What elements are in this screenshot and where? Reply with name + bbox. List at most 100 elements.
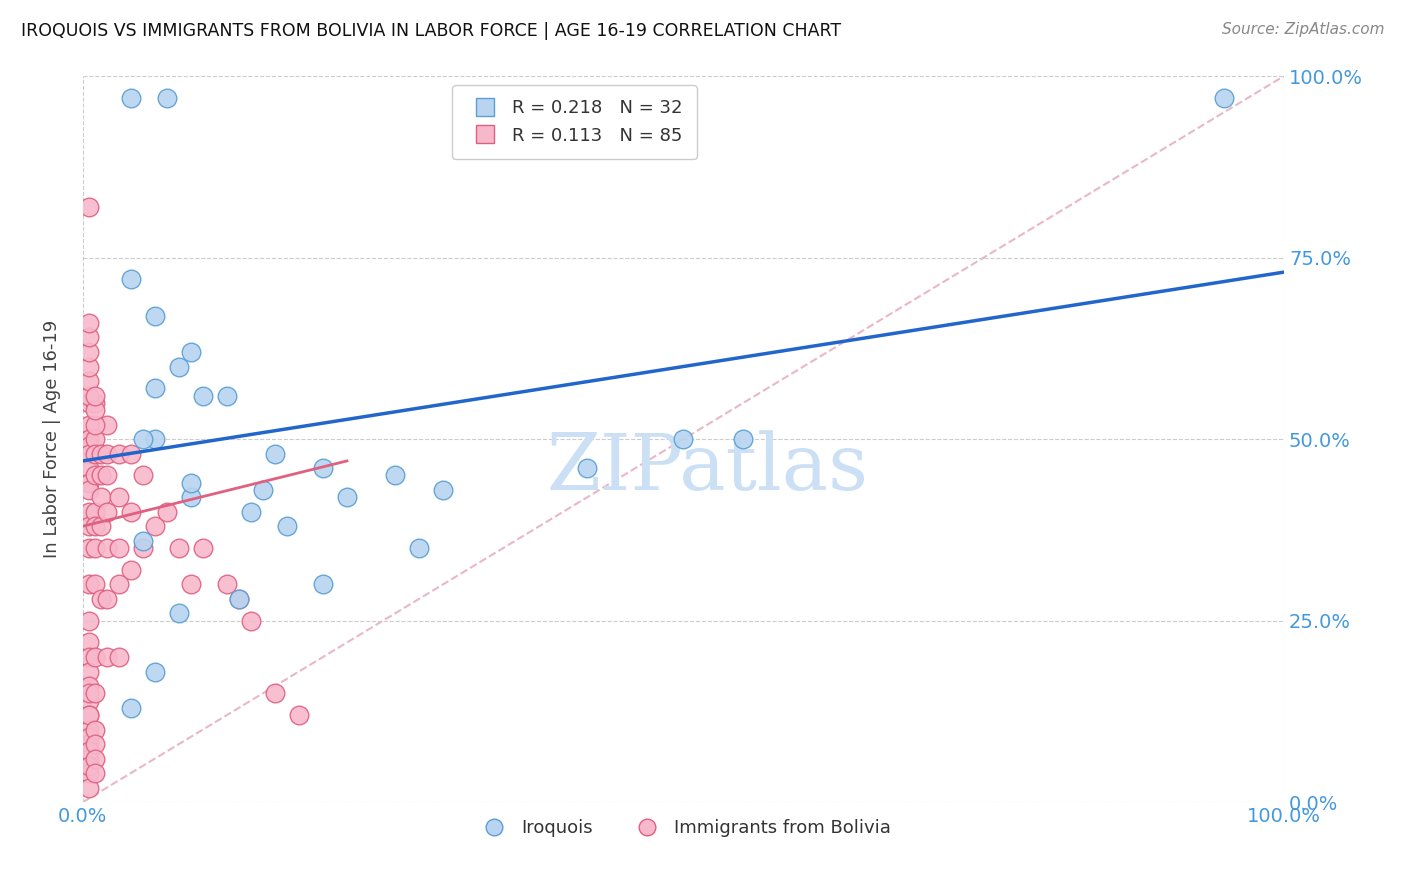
Immigrants from Bolivia [83,388,105,402]
Iroquois [336,490,359,504]
Immigrants from Bolivia [83,396,105,410]
Immigrants from Bolivia [77,475,100,490]
Iroquois [228,591,250,606]
Iroquois [132,432,155,446]
Immigrants from Bolivia [83,417,105,432]
Iroquois [180,345,202,359]
Iroquois [384,468,406,483]
Iroquois [191,388,214,402]
Immigrants from Bolivia [77,388,100,402]
Immigrants from Bolivia [96,417,118,432]
Immigrants from Bolivia [77,432,100,446]
Immigrants from Bolivia [96,541,118,555]
Y-axis label: In Labor Force | Age 16-19: In Labor Force | Age 16-19 [44,320,60,558]
Iroquois [156,91,179,105]
Immigrants from Bolivia [228,591,250,606]
Immigrants from Bolivia [288,708,311,723]
Immigrants from Bolivia [96,468,118,483]
Immigrants from Bolivia [132,541,155,555]
Immigrants from Bolivia [107,577,129,591]
Iroquois [576,461,599,475]
Iroquois [263,447,285,461]
Immigrants from Bolivia [77,359,100,374]
Immigrants from Bolivia [83,519,105,533]
Immigrants from Bolivia [83,766,105,780]
Immigrants from Bolivia [83,403,105,417]
Immigrants from Bolivia [77,730,100,744]
Iroquois [167,607,190,621]
Immigrants from Bolivia [96,591,118,606]
Immigrants from Bolivia [90,591,112,606]
Iroquois [167,359,190,374]
Immigrants from Bolivia [77,766,100,780]
Iroquois [432,483,454,497]
Immigrants from Bolivia [90,519,112,533]
Iroquois [672,432,695,446]
Immigrants from Bolivia [90,447,112,461]
Immigrants from Bolivia [83,737,105,751]
Immigrants from Bolivia [77,679,100,693]
Immigrants from Bolivia [83,447,105,461]
Iroquois [1213,91,1236,105]
Immigrants from Bolivia [77,200,100,214]
Immigrants from Bolivia [83,468,105,483]
Iroquois [143,665,166,679]
Iroquois [132,533,155,548]
Immigrants from Bolivia [77,650,100,665]
Immigrants from Bolivia [77,635,100,649]
Immigrants from Bolivia [83,650,105,665]
Iroquois [312,461,335,475]
Immigrants from Bolivia [77,396,100,410]
Immigrants from Bolivia [77,780,100,795]
Iroquois [215,388,238,402]
Immigrants from Bolivia [96,650,118,665]
Immigrants from Bolivia [77,759,100,773]
Immigrants from Bolivia [77,519,100,533]
Immigrants from Bolivia [83,541,105,555]
Immigrants from Bolivia [107,541,129,555]
Immigrants from Bolivia [77,723,100,737]
Immigrants from Bolivia [120,447,142,461]
Immigrants from Bolivia [77,744,100,758]
Immigrants from Bolivia [90,468,112,483]
Immigrants from Bolivia [215,577,238,591]
Immigrants from Bolivia [107,490,129,504]
Immigrants from Bolivia [83,752,105,766]
Iroquois [276,519,298,533]
Immigrants from Bolivia [77,316,100,330]
Immigrants from Bolivia [107,650,129,665]
Immigrants from Bolivia [263,686,285,700]
Iroquois [252,483,274,497]
Text: Source: ZipAtlas.com: Source: ZipAtlas.com [1222,22,1385,37]
Immigrants from Bolivia [96,447,118,461]
Immigrants from Bolivia [77,461,100,475]
Immigrants from Bolivia [143,519,166,533]
Immigrants from Bolivia [83,723,105,737]
Iroquois [120,91,142,105]
Immigrants from Bolivia [132,468,155,483]
Immigrants from Bolivia [77,665,100,679]
Iroquois [120,272,142,286]
Iroquois [120,701,142,715]
Immigrants from Bolivia [107,447,129,461]
Iroquois [733,432,755,446]
Iroquois [408,541,430,555]
Legend: Iroquois, Immigrants from Bolivia: Iroquois, Immigrants from Bolivia [468,812,898,844]
Immigrants from Bolivia [77,577,100,591]
Immigrants from Bolivia [77,345,100,359]
Immigrants from Bolivia [167,541,190,555]
Iroquois [143,309,166,323]
Iroquois [143,381,166,395]
Immigrants from Bolivia [77,708,100,723]
Immigrants from Bolivia [239,614,262,628]
Iroquois [143,432,166,446]
Immigrants from Bolivia [83,577,105,591]
Immigrants from Bolivia [120,505,142,519]
Immigrants from Bolivia [77,708,100,723]
Immigrants from Bolivia [77,686,100,700]
Iroquois [312,577,335,591]
Immigrants from Bolivia [77,417,100,432]
Immigrants from Bolivia [156,505,179,519]
Immigrants from Bolivia [90,490,112,504]
Immigrants from Bolivia [96,505,118,519]
